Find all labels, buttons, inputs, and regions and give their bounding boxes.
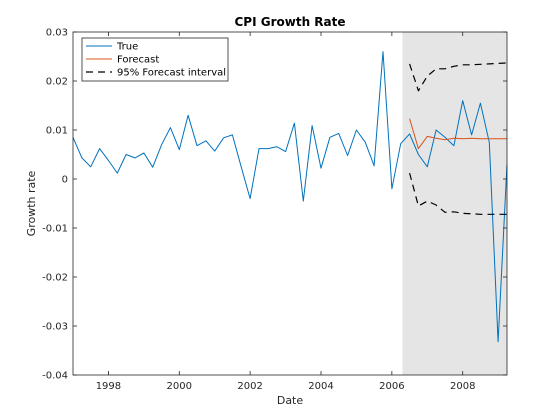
x-tick-label: 2000 (167, 381, 192, 392)
x-axis-label: Date (277, 394, 304, 407)
x-tick-label: 1998 (96, 381, 121, 392)
y-tick-label: -0.04 (42, 371, 68, 382)
legend: True Forecast 95% Forecast interval (81, 37, 229, 82)
legend-label: True (116, 42, 138, 53)
series-line-95-forecast-interval (409, 62, 508, 92)
y-axis-label: Growth rate (25, 170, 38, 236)
chart-title: CPI Growth Rate (234, 15, 345, 29)
series-line-forecast (409, 118, 507, 150)
forecast-region (402, 32, 507, 375)
x-tick-label: 2004 (308, 381, 333, 392)
y-tick-label: -0.01 (42, 224, 68, 235)
x-tick-label: 2006 (379, 381, 404, 392)
legend-label: 95% Forecast interval (117, 68, 226, 79)
y-tick-label: 0.02 (46, 77, 68, 88)
y-tick-label: 0.03 (46, 28, 68, 39)
x-tick-label: 2008 (450, 381, 475, 392)
y-tick-label: 0.01 (46, 126, 68, 137)
x-tick-label: 2002 (237, 381, 262, 392)
legend-label: Forecast (117, 55, 159, 66)
y-tick-label: 0 (62, 175, 68, 186)
axes-box (72, 31, 508, 376)
series-line-true (72, 51, 508, 343)
series-line-forecast-interval-lower (409, 172, 507, 215)
y-tick-label: -0.02 (42, 273, 68, 284)
y-tick-label: -0.03 (42, 322, 68, 333)
